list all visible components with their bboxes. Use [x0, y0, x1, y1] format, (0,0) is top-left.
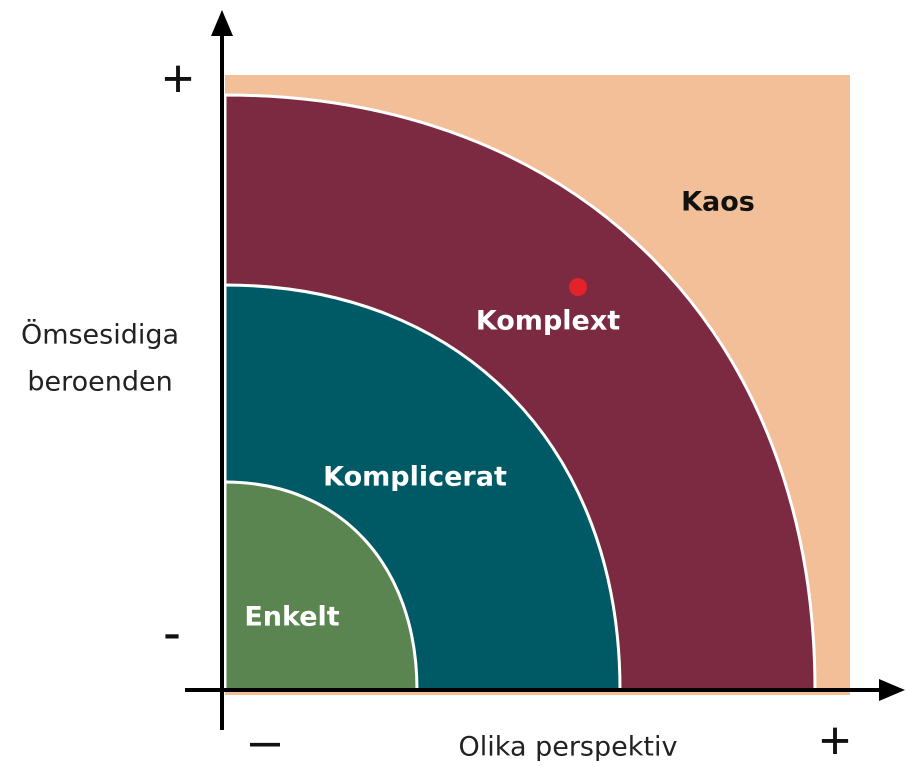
y-axis-label: Ömsesidiga: [21, 319, 179, 351]
simple-area: [223, 480, 419, 692]
regions: [223, 93, 817, 692]
region-label: Komplext: [476, 306, 620, 337]
marker-dot: [569, 278, 587, 296]
y-plus: +: [162, 48, 194, 108]
y-axis-label: beroenden: [27, 367, 172, 398]
y-arrow: [211, 10, 233, 36]
x-plus: +: [819, 710, 851, 766]
region-label: Komplicerat: [323, 462, 507, 493]
region-label: Kaos: [681, 187, 755, 218]
x-minus: –: [250, 710, 280, 766]
region-label: Enkelt: [244, 602, 339, 633]
x-arrow: [879, 679, 905, 701]
y-minus: -: [163, 602, 181, 662]
x-axis-label: Olika perspektiv: [459, 732, 678, 763]
